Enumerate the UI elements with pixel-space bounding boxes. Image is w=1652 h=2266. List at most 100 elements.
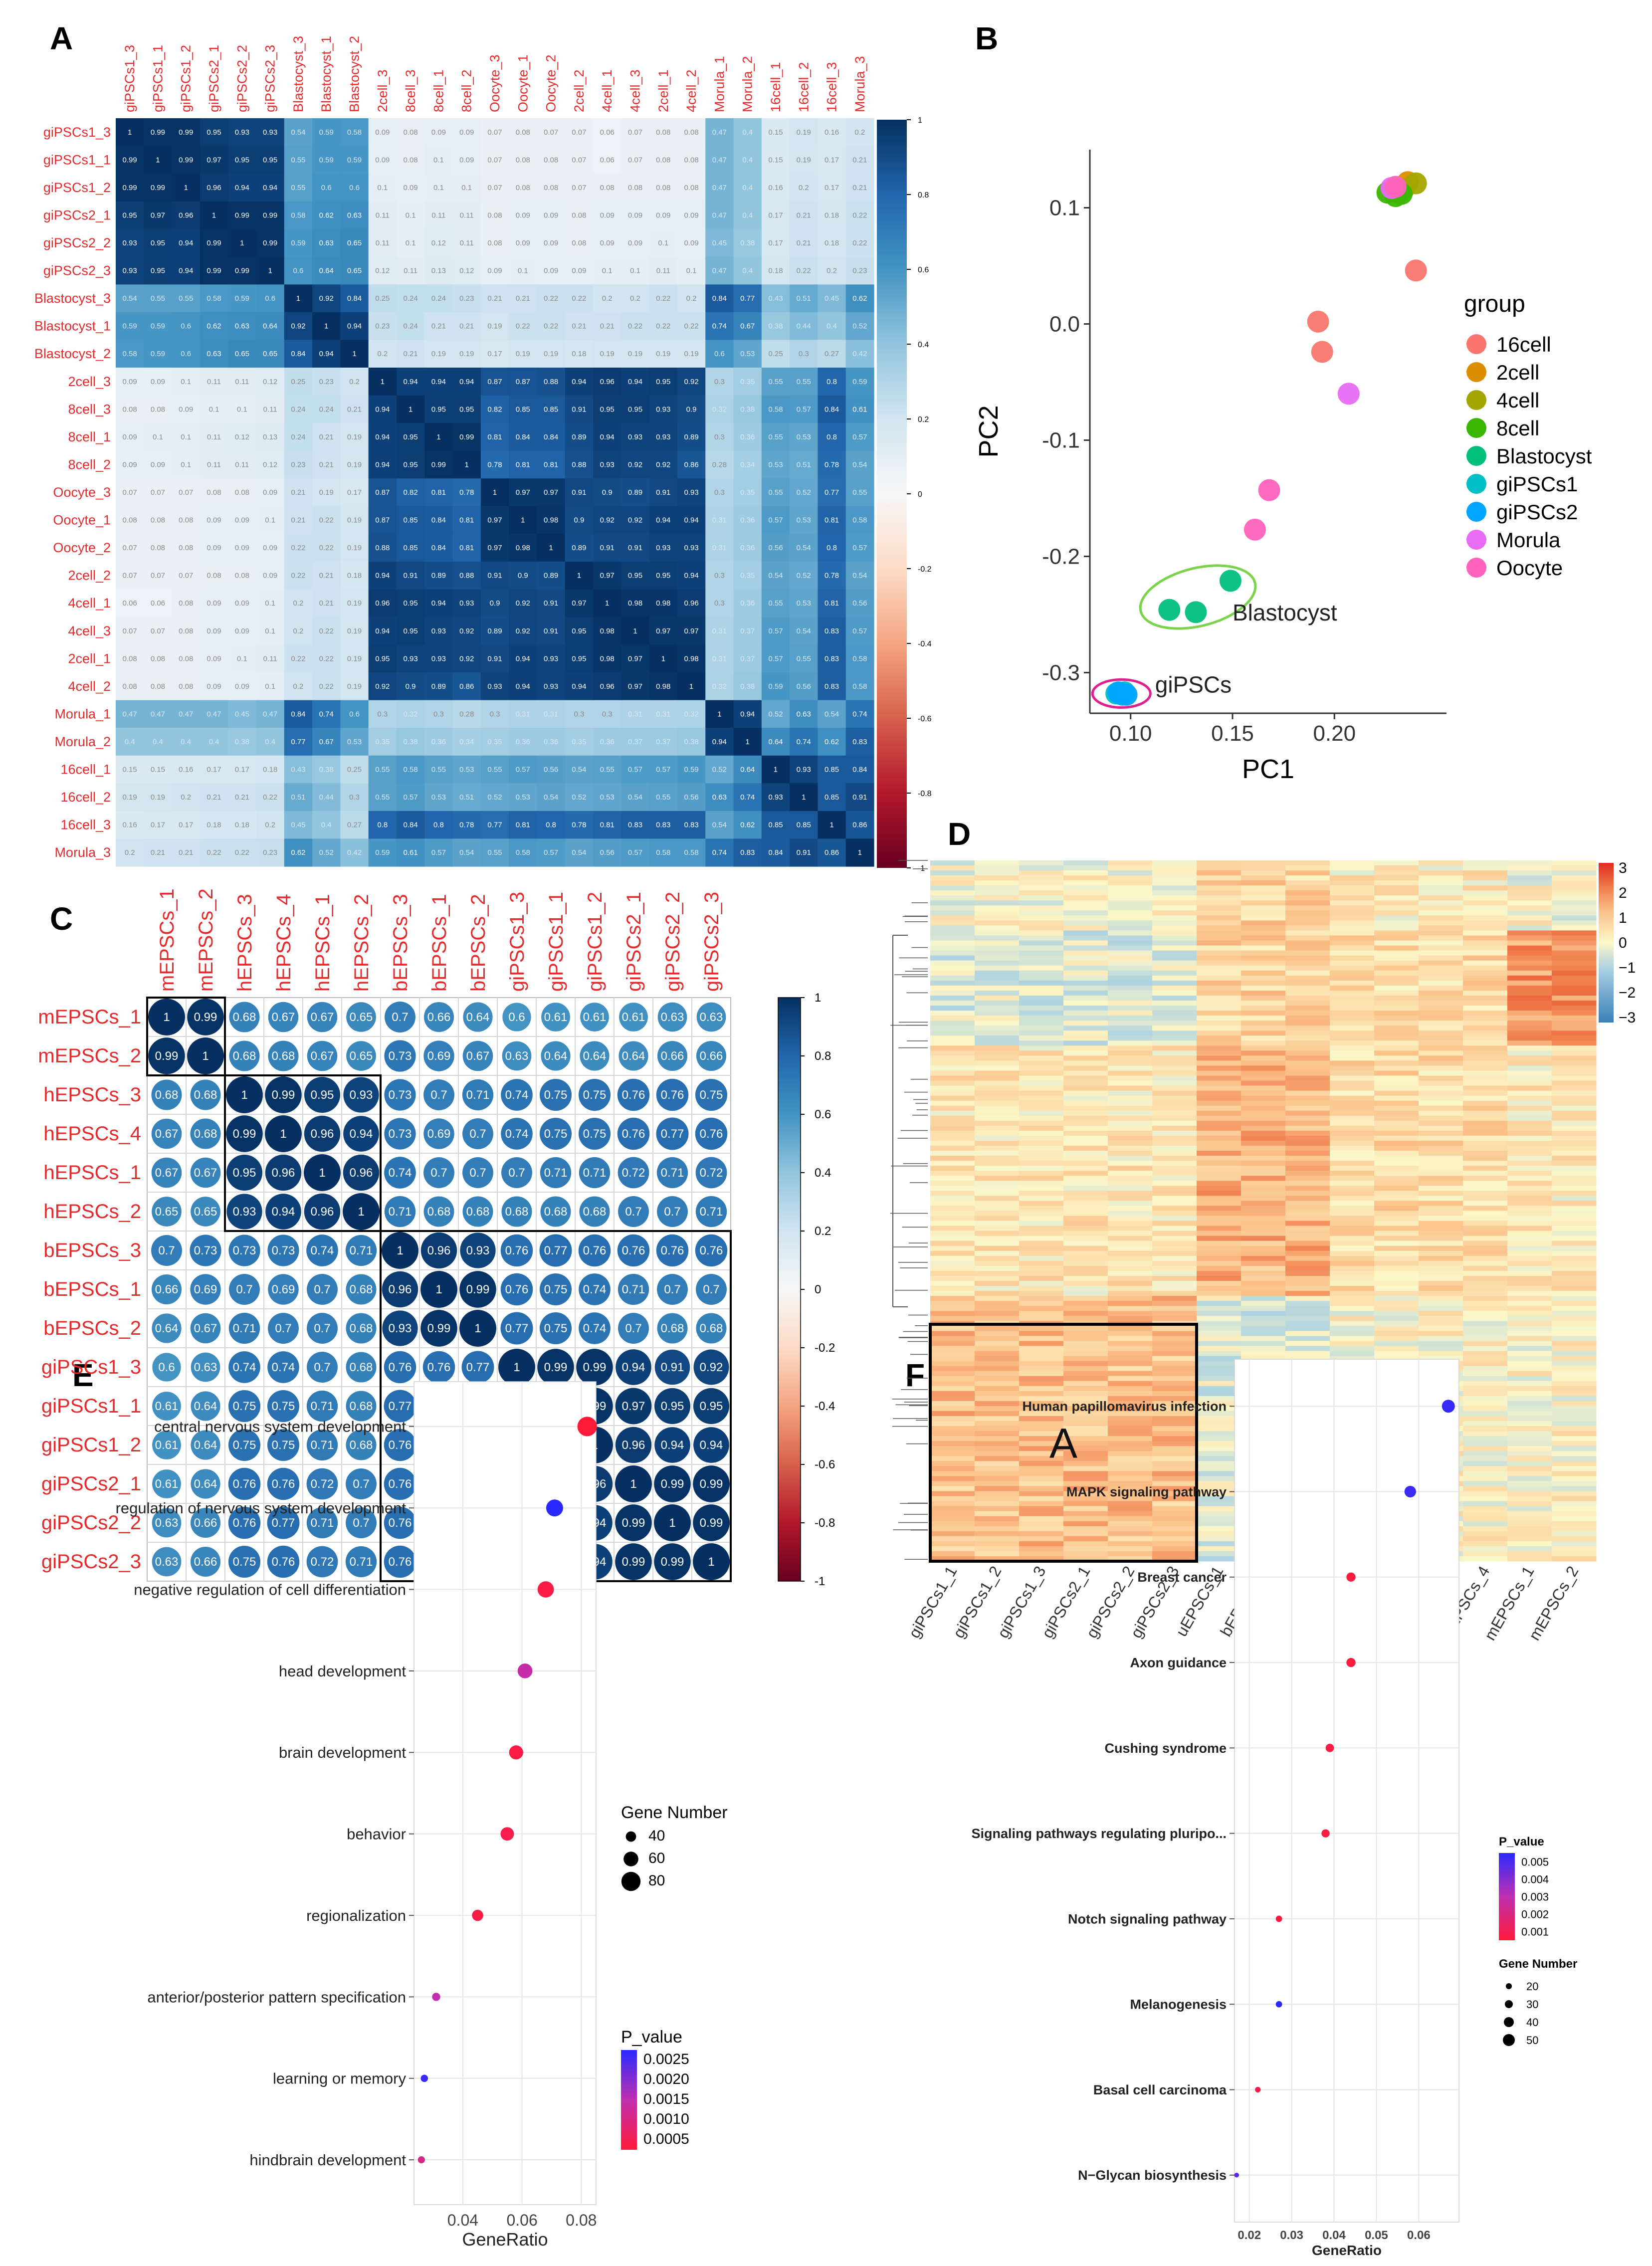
- cell-value-label: 0.83: [656, 821, 670, 829]
- expression-cell: [1374, 1110, 1419, 1116]
- expression-cell: [930, 1100, 975, 1106]
- expression-cell: [1330, 885, 1375, 891]
- cell-value-label: 0.54: [797, 544, 811, 552]
- expression-cell: [1197, 1030, 1241, 1036]
- expression-cell: [975, 1451, 1020, 1456]
- expression-cell: [1285, 925, 1330, 931]
- expression-cell: [1330, 1296, 1375, 1301]
- cell-value-label: 0.91: [572, 488, 586, 497]
- expression-cell: [1330, 1095, 1375, 1101]
- term-label: Axon guidance: [1130, 1655, 1227, 1670]
- expression-cell: [1463, 1466, 1508, 1471]
- expression-cell: [1152, 1311, 1197, 1316]
- heatmap-cell: [621, 256, 650, 285]
- heatmap-cell: [593, 256, 621, 285]
- expression-cell: [1019, 1095, 1064, 1101]
- expression-cell: [1152, 1196, 1197, 1201]
- expression-cell: [930, 1401, 975, 1407]
- pca-point: [1243, 518, 1266, 541]
- expression-cell: [1197, 1286, 1241, 1291]
- cell-value-label: 0.56: [852, 599, 867, 608]
- expression-cell: [1463, 1401, 1508, 1407]
- color-legend-label: 0.003: [1521, 1891, 1549, 1903]
- cell-value-label: 0.22: [516, 322, 530, 331]
- expression-cell: [930, 1105, 975, 1111]
- heatmap-cell: [621, 589, 650, 618]
- heatmap-cell: [761, 312, 790, 341]
- cell-value-label: 0.09: [235, 627, 249, 635]
- cell-value-label: 0.83: [825, 654, 839, 663]
- expression-cell: [1463, 1030, 1508, 1036]
- expression-cell: [930, 1166, 975, 1171]
- cell-value-label: 0.97: [151, 211, 165, 219]
- expression-cell: [975, 1141, 1020, 1146]
- cell-value-label: 0.52: [852, 322, 867, 331]
- expression-cell: [1019, 1141, 1064, 1146]
- expression-cell: [1108, 1135, 1153, 1141]
- corr-value-label: 0.71: [311, 1439, 334, 1452]
- cell-value-label: 0.35: [375, 738, 390, 746]
- corr-value-label: 0.93: [466, 1244, 490, 1257]
- heatmap-cell: [228, 755, 257, 784]
- expression-cell: [1108, 1120, 1153, 1126]
- legend-label: 8cell: [1496, 416, 1539, 440]
- expression-cell: [1241, 1311, 1286, 1316]
- expression-cell: [1152, 985, 1197, 991]
- cell-value-label: 0.08: [235, 488, 249, 497]
- heatmap-cell: [144, 423, 173, 451]
- expression-cell: [1197, 1250, 1241, 1256]
- expression-cell: [1419, 1311, 1463, 1316]
- cell-value-label: 0.57: [852, 433, 867, 441]
- expression-cell: [1152, 1115, 1197, 1121]
- heatmap-cell: [256, 368, 285, 396]
- expression-cell: [1063, 1176, 1108, 1181]
- plot-background: [1234, 1359, 1459, 2223]
- cell-value-label: 0.07: [179, 488, 193, 497]
- heatmap-cell: [340, 561, 369, 590]
- expression-cell: [1019, 955, 1064, 961]
- cell-value-label: 0.31: [628, 710, 642, 718]
- expression-cell: [1197, 1211, 1241, 1217]
- row-label: 2cell_1: [68, 651, 111, 666]
- cell-value-label: 1: [352, 350, 356, 358]
- heatmap-cell: [144, 229, 173, 257]
- corr-value-label: 0.76: [622, 1088, 645, 1102]
- expression-cell: [1197, 1351, 1241, 1357]
- size-legend-label: 20: [1526, 1980, 1538, 1993]
- expression-cell: [1019, 1105, 1064, 1111]
- cell-value-label: 0.21: [600, 322, 615, 331]
- expression-cell: [1463, 1531, 1508, 1537]
- expression-cell: [1463, 1171, 1508, 1176]
- heatmap-cell: [396, 700, 425, 728]
- expression-cell: [1197, 1216, 1241, 1222]
- heatmap-cell: [761, 617, 790, 645]
- expression-cell: [1419, 1146, 1463, 1151]
- cell-value-label: 0.56: [797, 682, 811, 691]
- expression-cell: [1108, 1336, 1153, 1341]
- expression-cell: [1552, 1531, 1597, 1537]
- expression-cell: [975, 1316, 1020, 1321]
- heatmap-cell: [537, 340, 566, 368]
- cell-value-label: 0.94: [375, 433, 390, 441]
- expression-cell: [1108, 1270, 1153, 1276]
- expression-cell: [1152, 1346, 1197, 1351]
- expression-cell: [1507, 1090, 1552, 1096]
- cell-value-label: 0.55: [768, 599, 783, 608]
- heatmap-cell: [228, 368, 257, 396]
- cell-value-label: 0.08: [516, 128, 530, 137]
- row-label: Morula_2: [54, 734, 111, 749]
- cell-value-label: 0.88: [572, 460, 586, 469]
- expression-cell: [1063, 1216, 1108, 1222]
- enrichment-dot: [1255, 2086, 1261, 2093]
- heatmap-cell: [761, 118, 790, 147]
- cell-value-label: 0.09: [235, 682, 249, 691]
- cell-value-label: 0.4: [265, 738, 275, 746]
- expression-cell: [1463, 1001, 1508, 1006]
- colorbar: [877, 120, 907, 868]
- expression-cell: [1552, 1296, 1597, 1301]
- heatmap-cell: [172, 174, 201, 202]
- cell-value-label: 0.98: [628, 599, 642, 608]
- expression-cell: [1507, 1311, 1552, 1316]
- cell-value-label: 0.32: [684, 710, 698, 718]
- expression-cell: [1285, 1001, 1330, 1006]
